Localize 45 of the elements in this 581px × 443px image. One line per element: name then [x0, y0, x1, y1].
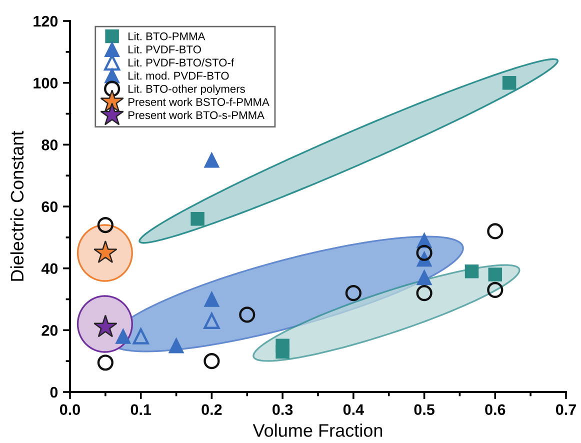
point [204, 152, 220, 168]
point [416, 244, 432, 261]
y-tick-label: 60 [42, 201, 58, 212]
x-tick-label: 0.3 [272, 404, 293, 416]
point [204, 312, 220, 329]
point [190, 212, 204, 226]
x-axis-title: Volume Fraction [252, 424, 382, 437]
y-axis-title: Dielectric Constant [10, 130, 24, 281]
legend-label: Present work BTO-s-PMMA [128, 110, 264, 120]
point [116, 328, 131, 344]
point [345, 285, 362, 302]
point [488, 268, 502, 282]
legend-label: Lit. PVDF-BTO [128, 45, 201, 54]
y-tick-label: 0 [50, 386, 58, 398]
point [416, 270, 432, 286]
legend-label: Lit. BTO-other polymers [128, 84, 245, 96]
x-tick-label: 0.4 [343, 404, 364, 416]
y-tick-label: 20 [42, 325, 58, 336]
y-tick-label: 80 [42, 140, 58, 150]
point [416, 285, 432, 302]
x-tick-label: 0.2 [202, 404, 222, 416]
x-tick-label: 0.5 [414, 404, 434, 416]
point [97, 354, 114, 371]
point [487, 223, 504, 240]
point [132, 328, 149, 344]
point [204, 292, 220, 307]
legend-label: Lit. BTO-PMMA [128, 32, 206, 40]
point [97, 216, 114, 234]
point [487, 282, 504, 298]
point [502, 76, 516, 90]
legend-label: Lit. mod. PVDF-BTO [128, 72, 229, 80]
point [204, 353, 220, 370]
x-tick-label: 0.0 [60, 404, 80, 416]
legend-label: Lit. PVDF-BTO/STO-f [128, 58, 234, 67]
point [464, 264, 479, 278]
x-tick-label: 0.6 [485, 404, 506, 416]
x-tick-label: 0.1 [130, 404, 152, 416]
y-tick-label: 40 [41, 263, 58, 274]
point [168, 338, 184, 354]
x-tick-label: 0.7 [556, 404, 576, 416]
y-tick-label: 120 [34, 16, 58, 27]
legend-label: Present work BSTO-f-PMMA [128, 98, 270, 106]
point [276, 344, 290, 359]
point [239, 306, 256, 323]
y-tick-label: 100 [34, 78, 58, 89]
